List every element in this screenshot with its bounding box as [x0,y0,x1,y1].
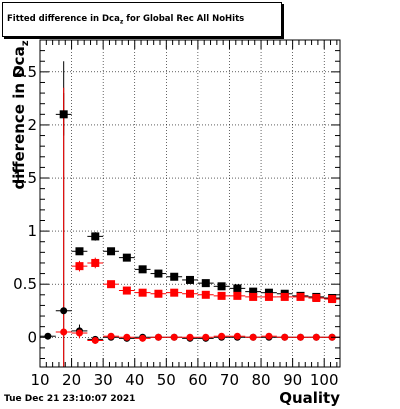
data-point-circle-series-3 [249,333,257,341]
title-box: Fitted difference in Dcaz for Global Rec… [2,2,282,37]
data-point-circle-series-3 [218,332,226,340]
data-point-square-series-1 [280,292,289,301]
y-tick-label: 0.5 [13,275,37,293]
data-point-circle-series-3 [265,332,273,340]
x-tick-label: 80 [252,371,271,389]
data-point-square-series-0 [154,269,163,278]
data-point-circle-series-3 [281,333,289,341]
data-point-square-series-1 [233,291,242,300]
y-tick-label: 1.5 [13,169,37,187]
data-point-circle-series-3 [123,333,131,341]
data-point-square-series-0 [138,265,147,274]
data-point-square-series-0 [233,284,242,293]
title-rest: for Global Rec All NoHits [123,14,245,24]
data-point-square-series-1 [138,288,147,297]
x-tick-label: 30 [94,371,113,389]
data-point-square-series-0 [122,253,131,262]
data-point-square-series-0 [170,272,179,281]
timestamp: Tue Dec 21 23:10:07 2021 [4,394,136,404]
data-point-square-series-0 [249,287,258,296]
y-tick-label: 2 [27,116,37,134]
x-tick-label: 20 [62,371,81,389]
data-point-square-series-1 [328,295,337,304]
error-bars [40,61,340,367]
data-point-circle-series-3 [75,329,83,337]
x-tick-label: 50 [157,371,176,389]
data-point-square-series-1 [264,292,273,301]
data-point-circle-series-3 [91,336,99,344]
data-point-square-series-0 [264,288,273,297]
data-point-square-series-0 [107,247,116,256]
data-point-square-series-0 [186,275,194,284]
data-point-square-series-1 [249,292,258,301]
data-point-square-series-0 [91,232,100,241]
x-tick-label: 90 [283,371,302,389]
tick-labels: 10 20 30 40 50 60 70 80 90 100 0 0.5 1 1.5 2 2.5 [13,63,338,389]
y-axis-label: difference in Dcaz [10,40,31,190]
data-point-circle-series-2 [44,332,52,340]
x-tick-label: 40 [125,371,144,389]
data-point-square-series-1 [170,288,179,297]
data-point-square-series-1 [312,293,321,302]
data-point-circle-series-3 [170,333,178,341]
x-tick-label: 70 [220,371,239,389]
data-point-circle-series-3 [297,333,305,341]
data-point-square-series-1 [217,291,226,300]
y-tick-label: 1 [27,222,37,240]
data-point-square-series-1 [201,290,210,299]
chart-title: Fitted difference in Dcaz for Global Rec… [7,14,244,26]
data-point-circle-series-3 [312,333,320,341]
data-point-circle-series-3 [60,328,68,336]
axis-ticks [39,39,340,367]
data-point-circle-series-2 [60,307,68,315]
y-tick-label: 2.5 [13,63,37,81]
data-point-circle-series-3 [107,332,115,340]
data-point-circle-series-3 [202,333,210,341]
data-point-circle-series-3 [154,333,162,341]
data-markers [44,110,337,344]
title-main: Fitted difference in Dca [7,14,120,24]
data-point-square-series-1 [296,292,305,301]
data-point-square-series-1 [107,280,116,289]
data-point-circle-series-3 [186,333,194,341]
data-point-square-series-1 [154,289,163,298]
title-subscript: z [119,18,124,26]
y-tick-label: 0 [27,328,37,346]
x-tick-label: 10 [30,371,49,389]
data-point-square-series-0 [75,247,84,256]
data-point-square-series-0 [217,282,226,291]
data-point-square-series-1 [122,286,131,295]
data-point-circle-series-3 [139,334,147,342]
data-point-square-series-1 [186,289,194,298]
data-point-square-series-0 [201,279,210,288]
data-point-square-series-1 [75,262,84,271]
data-point-square-series-0 [59,110,68,119]
data-point-circle-series-3 [233,332,241,340]
x-axis-label: Quality [279,389,340,407]
x-tick-label: 100 [310,371,339,389]
plot-frame [39,39,341,368]
x-tick-label: 60 [188,371,207,389]
data-point-square-series-1 [91,258,100,267]
grid-lines [39,40,340,367]
